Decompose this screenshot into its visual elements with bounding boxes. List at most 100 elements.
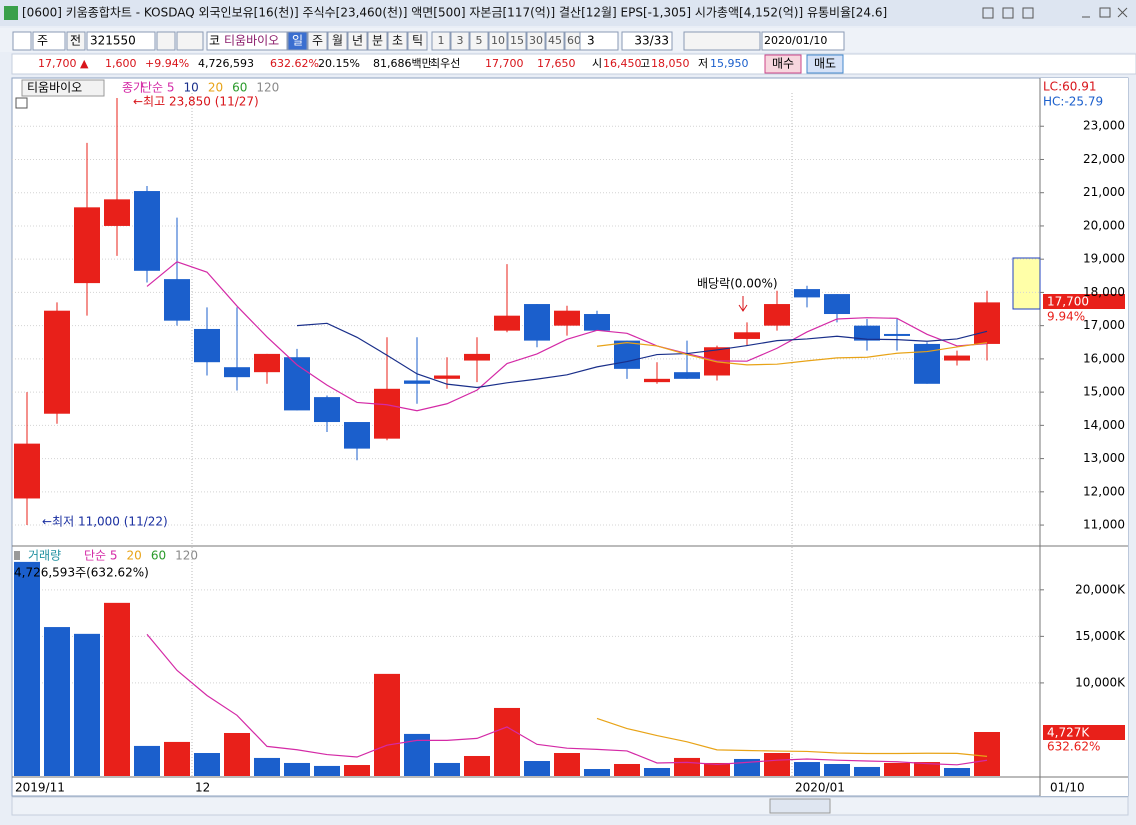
layout-button[interactable] (12, 31, 32, 51)
volume-bar (524, 761, 550, 776)
high: 18,050 (651, 57, 690, 70)
candle-body (734, 332, 760, 339)
candle-body (764, 304, 790, 326)
y-tick-label: 18,000 (1083, 285, 1125, 299)
candle-body (824, 294, 850, 315)
right-axis (1040, 78, 1128, 796)
window-controls[interactable] (982, 7, 1128, 19)
candle-body (434, 375, 460, 379)
num: 60 (567, 34, 581, 47)
num-button[interactable] (431, 31, 451, 51)
scrollbar[interactable] (11, 796, 1129, 816)
candle-body (74, 207, 100, 284)
count-select[interactable] (579, 31, 619, 51)
candle-body (884, 333, 910, 336)
candle-body (464, 353, 490, 361)
legend-entry: 120 (175, 549, 198, 563)
ma-line (596, 717, 988, 757)
num-button[interactable] (526, 31, 546, 51)
name-btn: 코 (209, 34, 220, 48)
period-button[interactable] (367, 31, 388, 51)
y-tick-label: 15,000 (1083, 385, 1125, 399)
ma-line (296, 322, 988, 389)
y-tick-label: 20,000 (1083, 218, 1125, 232)
num-button[interactable] (488, 31, 508, 51)
num-button[interactable] (507, 31, 527, 51)
y-tick-label: 22,000 (1083, 152, 1125, 166)
period-button[interactable] (307, 31, 328, 51)
candle-body (164, 279, 190, 321)
date-input[interactable] (761, 31, 845, 51)
period-button[interactable] (347, 31, 368, 51)
ma-line (146, 633, 988, 766)
tool-buttons[interactable] (683, 31, 761, 51)
volume-bar (614, 763, 640, 776)
volume-bar (104, 602, 130, 776)
y-tick-label: 20,000K (1075, 582, 1126, 596)
candle-body (644, 378, 670, 383)
sound-button[interactable] (176, 31, 204, 51)
volume-bar (644, 767, 670, 776)
legend-entry: 10 (184, 81, 199, 95)
legend-entry: 20 (208, 81, 223, 95)
num: 45 (548, 34, 562, 47)
candle-body (494, 315, 520, 331)
candle-body (614, 340, 640, 369)
buy: 매수 (772, 57, 794, 71)
volume-bar (254, 757, 280, 776)
period-button[interactable] (387, 31, 408, 51)
volume-bar (74, 633, 100, 776)
period-button[interactable] (287, 31, 308, 51)
last-volume: 4,727K (1047, 726, 1090, 740)
stock-name: 티움바이오 (224, 34, 279, 48)
search-button[interactable] (156, 31, 176, 51)
y-tick-label: 14,000 (1083, 418, 1125, 432)
ma-line (596, 341, 988, 366)
candle-body (314, 397, 340, 423)
volume-bar (974, 731, 1000, 776)
name-box[interactable] (206, 31, 288, 51)
price: 17,700 ▲ (38, 57, 89, 70)
open-label: 시 (592, 57, 602, 70)
chart-name: 티움바이오 (27, 81, 82, 95)
name-tag (21, 79, 105, 97)
num-button[interactable] (545, 31, 565, 51)
num-button[interactable] (450, 31, 470, 51)
volume-bar (434, 762, 460, 776)
volume-bar (464, 755, 490, 776)
candle-body (974, 302, 1000, 344)
pane-handle (14, 551, 20, 560)
legend-entry: 120 (256, 81, 279, 95)
period: 일 (292, 34, 303, 48)
legend-entry: 20 (127, 549, 142, 563)
volume-bar (584, 769, 610, 776)
last-pct: 9.94% (1047, 310, 1085, 324)
best-label: 최우선 (430, 57, 460, 70)
sell-button[interactable] (806, 54, 844, 74)
volume-bar (134, 745, 160, 776)
period-button[interactable] (407, 31, 428, 51)
num: 5 (476, 34, 483, 47)
market-select[interactable] (32, 31, 66, 51)
quote-row (11, 53, 1136, 75)
volume-name: 거래량 (28, 549, 61, 563)
volume-bar (374, 673, 400, 776)
code-input[interactable] (86, 31, 156, 51)
period-button[interactable] (327, 31, 348, 51)
prev-button[interactable] (66, 31, 86, 51)
volume-bar (314, 765, 340, 776)
scroll-controls[interactable] (769, 798, 831, 814)
count: 3 (587, 34, 595, 48)
y-tick-label: 21,000 (1083, 185, 1125, 199)
y-tick-label: 15,000K (1075, 629, 1126, 643)
buy-button[interactable] (764, 54, 802, 74)
x-tick-label: 2020/01 (795, 781, 845, 795)
prev: 전 (70, 34, 81, 48)
num-button[interactable] (469, 31, 489, 51)
high-annotation: ←최고 23,850 (11/27) (133, 95, 259, 109)
volume-bar (494, 707, 520, 776)
num: 15 (510, 34, 524, 47)
last-volume-box (1043, 725, 1125, 740)
turnover: 20.15% (318, 57, 360, 70)
volume-bar (794, 762, 820, 776)
